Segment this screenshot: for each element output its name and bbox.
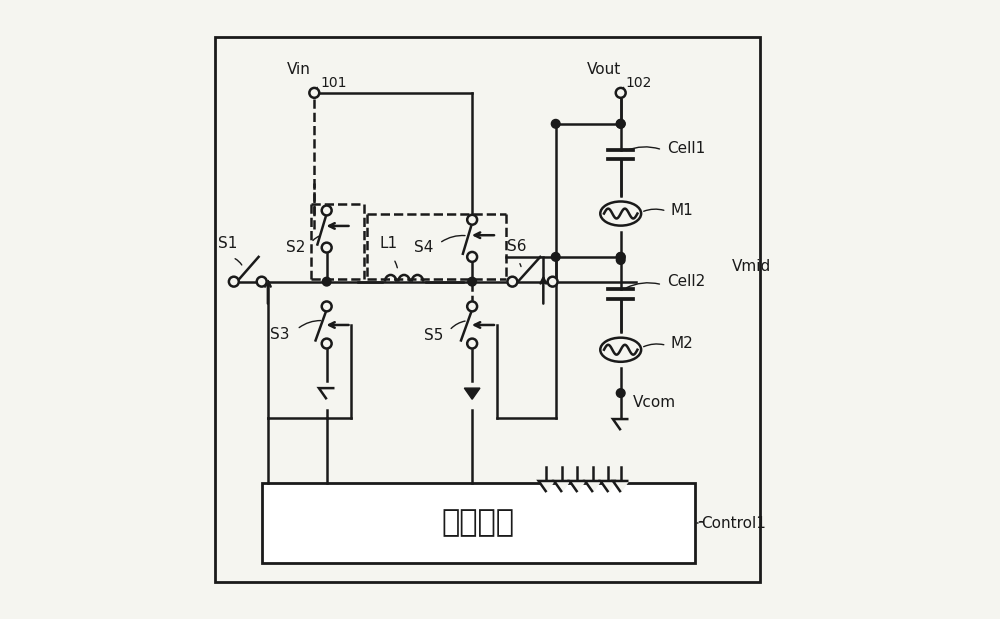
Text: S4: S4 bbox=[414, 240, 433, 255]
Polygon shape bbox=[585, 481, 601, 492]
Circle shape bbox=[616, 253, 625, 261]
Circle shape bbox=[468, 277, 476, 286]
Circle shape bbox=[616, 119, 625, 128]
Text: 101: 101 bbox=[320, 76, 347, 90]
Text: M2: M2 bbox=[670, 336, 693, 351]
Circle shape bbox=[548, 277, 558, 287]
Polygon shape bbox=[570, 481, 585, 492]
Polygon shape bbox=[554, 481, 570, 492]
Circle shape bbox=[322, 243, 332, 253]
Text: Vin: Vin bbox=[287, 63, 311, 77]
Polygon shape bbox=[613, 419, 629, 430]
Circle shape bbox=[467, 301, 477, 311]
Circle shape bbox=[551, 253, 560, 261]
Circle shape bbox=[616, 256, 625, 264]
Text: L1: L1 bbox=[380, 236, 398, 251]
Circle shape bbox=[467, 252, 477, 262]
Text: 102: 102 bbox=[626, 76, 652, 90]
Circle shape bbox=[309, 88, 319, 98]
Circle shape bbox=[616, 119, 625, 128]
Text: S5: S5 bbox=[424, 328, 443, 343]
Text: Cell1: Cell1 bbox=[667, 141, 705, 156]
Text: Vout: Vout bbox=[587, 63, 621, 77]
Text: S2: S2 bbox=[286, 240, 305, 255]
Text: Cell2: Cell2 bbox=[667, 274, 705, 289]
Circle shape bbox=[229, 277, 239, 287]
Circle shape bbox=[616, 253, 625, 261]
Circle shape bbox=[322, 277, 331, 286]
Text: Vcom: Vcom bbox=[633, 395, 676, 410]
Text: Vmid: Vmid bbox=[732, 259, 771, 274]
Text: S6: S6 bbox=[507, 239, 526, 254]
FancyBboxPatch shape bbox=[262, 483, 695, 563]
Circle shape bbox=[551, 119, 560, 128]
Polygon shape bbox=[539, 481, 554, 492]
Text: Control1: Control1 bbox=[701, 516, 766, 530]
Polygon shape bbox=[601, 481, 616, 492]
Circle shape bbox=[507, 277, 517, 287]
Polygon shape bbox=[464, 388, 480, 399]
Circle shape bbox=[257, 277, 267, 287]
Polygon shape bbox=[613, 481, 629, 492]
Text: S3: S3 bbox=[270, 327, 290, 342]
Polygon shape bbox=[319, 388, 334, 399]
Circle shape bbox=[322, 301, 332, 311]
Circle shape bbox=[467, 215, 477, 225]
Text: S1: S1 bbox=[218, 236, 237, 251]
Circle shape bbox=[467, 339, 477, 348]
Circle shape bbox=[322, 206, 332, 215]
Circle shape bbox=[616, 389, 625, 397]
Circle shape bbox=[322, 339, 332, 348]
Circle shape bbox=[616, 88, 626, 98]
Text: 控制电路: 控制电路 bbox=[442, 509, 515, 537]
Text: M1: M1 bbox=[670, 203, 693, 218]
